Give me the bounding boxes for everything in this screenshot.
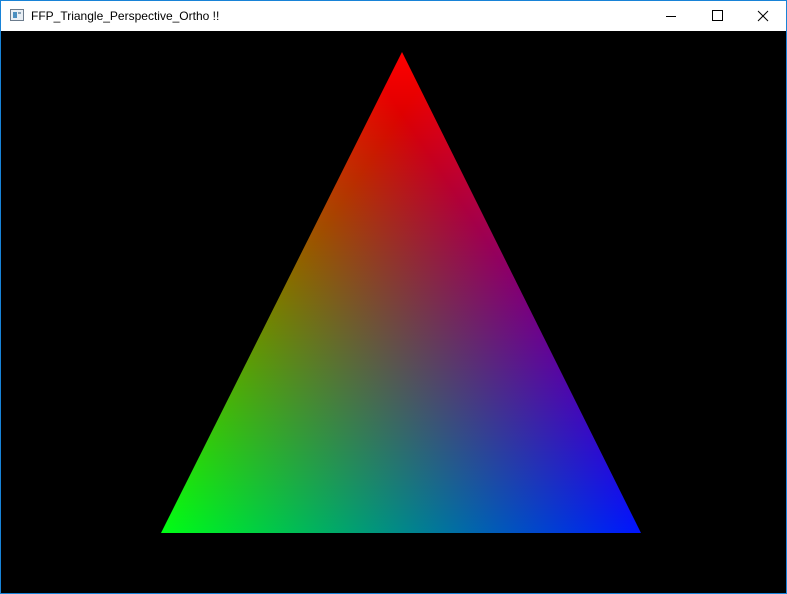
- close-icon: [740, 1, 786, 31]
- opengl-viewport[interactable]: [1, 31, 786, 593]
- maximize-button[interactable]: [694, 1, 740, 31]
- minimize-icon: [648, 1, 694, 31]
- app-window-icon[interactable]: [10, 9, 24, 21]
- scene-canvas: [1, 31, 786, 593]
- title-bar[interactable]: FFP_Triangle_Perspective_Ortho !!: [1, 1, 786, 31]
- rgb-triangle: [161, 52, 641, 533]
- maximize-icon: [694, 1, 740, 31]
- minimize-button[interactable]: [648, 1, 694, 31]
- window-title: FFP_Triangle_Perspective_Ortho !!: [31, 9, 219, 23]
- close-button[interactable]: [740, 1, 786, 31]
